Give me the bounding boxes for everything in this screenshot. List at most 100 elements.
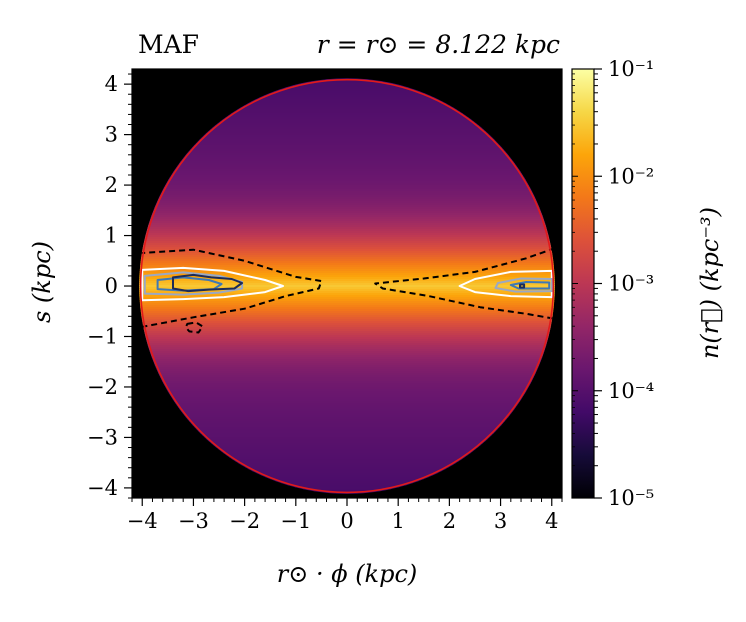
density-band <box>139 461 555 464</box>
density-band <box>139 83 555 86</box>
density-band <box>139 215 555 218</box>
density-band <box>139 421 555 424</box>
density-band <box>139 427 555 430</box>
density-band <box>139 85 555 88</box>
density-band <box>139 487 555 490</box>
y-tick-label: 4 <box>105 72 118 96</box>
density-band <box>139 211 555 214</box>
density-band <box>139 241 555 244</box>
density-band <box>139 197 555 200</box>
density-band <box>139 429 555 432</box>
colorbar: 10⁻¹ 10⁻² 10⁻³ 10⁻⁴ 10⁻⁵ <box>571 57 654 510</box>
density-band <box>139 465 555 468</box>
density-band <box>139 371 555 374</box>
density-band <box>139 485 555 488</box>
contour-lines <box>139 247 555 334</box>
density-band <box>139 87 555 90</box>
density-band <box>139 307 555 310</box>
density-band <box>139 337 555 340</box>
density-band <box>139 373 555 376</box>
density-band <box>139 381 555 384</box>
density-band <box>139 255 555 258</box>
density-band <box>139 273 555 276</box>
density-band <box>139 329 555 332</box>
density-band <box>139 403 555 406</box>
density-band <box>139 227 555 230</box>
density-band <box>139 141 555 144</box>
density-band <box>139 291 555 294</box>
density-band <box>139 297 555 300</box>
density-band <box>139 143 555 146</box>
density-band <box>139 99 555 102</box>
contour-line <box>509 281 551 290</box>
density-disk <box>139 78 555 494</box>
density-band <box>139 161 555 164</box>
density-band <box>139 357 555 360</box>
density-band <box>139 457 555 460</box>
colorbar-tick-label: 10⁻³ <box>608 272 654 296</box>
density-band <box>139 237 555 240</box>
density-band <box>139 293 555 296</box>
density-band <box>139 81 555 84</box>
density-band <box>139 343 555 346</box>
density-band <box>139 425 555 428</box>
x-tick-label: 2 <box>443 509 456 533</box>
density-band <box>139 469 555 472</box>
colorbar-ticks: 10⁻¹ 10⁻² 10⁻³ 10⁻⁴ 10⁻⁵ <box>572 57 654 510</box>
density-band <box>139 351 555 354</box>
title-left: MAF <box>138 30 199 59</box>
density-band <box>139 235 555 238</box>
y-tick-label: −3 <box>87 425 118 449</box>
density-band <box>139 383 555 386</box>
density-band <box>139 113 555 116</box>
density-band <box>139 437 555 440</box>
density-band <box>139 265 555 268</box>
density-band <box>139 319 555 322</box>
density-band <box>139 149 555 152</box>
disk-edge-circle <box>139 78 555 494</box>
density-band <box>139 367 555 370</box>
density-band <box>139 401 555 404</box>
density-band <box>139 259 555 262</box>
density-band <box>139 411 555 414</box>
density-band <box>139 377 555 380</box>
colorbar-label: n(r⃗) (kpc⁻³) <box>696 207 724 359</box>
density-band <box>139 349 555 352</box>
colorbar-tick-label: 10⁻⁴ <box>608 379 654 403</box>
density-band <box>139 165 555 168</box>
x-tick-label: −4 <box>127 509 158 533</box>
y-tick-label: −1 <box>87 324 118 348</box>
density-band <box>139 239 555 242</box>
contour-line <box>184 321 204 334</box>
density-band <box>139 277 555 280</box>
density-band <box>139 185 555 188</box>
density-band <box>139 201 555 204</box>
x-tick-label: −1 <box>280 509 311 533</box>
density-band <box>139 151 555 154</box>
y-tick-label: −4 <box>87 476 118 500</box>
colorbar-tick-label: 10⁻² <box>608 164 654 188</box>
density-band <box>139 325 555 328</box>
density-band <box>139 473 555 476</box>
x-axis: −4 −3 −2 −1 0 1 2 3 4 <box>127 498 563 533</box>
density-band <box>139 459 555 462</box>
density-band <box>139 355 555 358</box>
density-band <box>139 289 555 292</box>
density-band <box>139 339 555 342</box>
density-band <box>139 163 555 166</box>
density-band <box>139 375 555 378</box>
density-band <box>139 131 555 134</box>
density-band <box>139 207 555 210</box>
density-band <box>139 251 555 254</box>
density-band <box>139 257 555 260</box>
density-band <box>139 217 555 220</box>
density-band <box>139 261 555 264</box>
density-band <box>139 471 555 474</box>
density-band <box>139 419 555 422</box>
density-band <box>139 345 555 348</box>
density-band <box>139 123 555 126</box>
density-band <box>139 433 555 436</box>
density-band <box>139 285 555 288</box>
density-band <box>139 195 555 198</box>
